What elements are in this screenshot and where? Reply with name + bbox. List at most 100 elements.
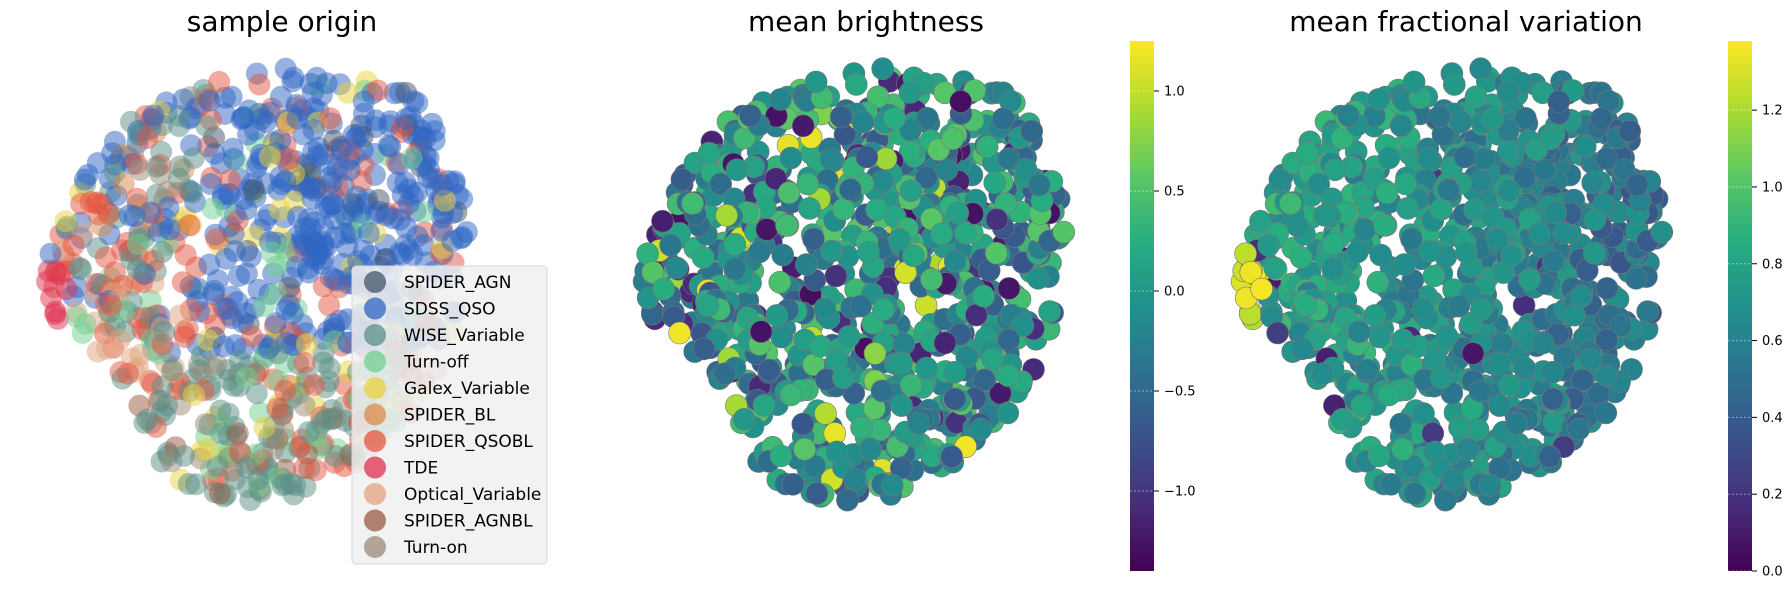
legend-label: Optical_Variable — [404, 485, 541, 505]
scatter-point — [898, 81, 922, 104]
scatter-point — [984, 241, 1008, 265]
scatter-point — [1311, 362, 1335, 386]
scatter-point — [779, 146, 803, 170]
scatter-point — [194, 413, 217, 435]
scatter-point — [824, 264, 848, 288]
scatter-point — [1461, 342, 1485, 365]
scatter-point — [212, 335, 235, 358]
scatter-point — [765, 304, 789, 327]
scatter-point — [955, 345, 979, 369]
scatter-point — [255, 111, 277, 134]
scatter-point — [242, 178, 265, 201]
colorbar-tick-label: 0.6 — [1762, 334, 1783, 349]
scatter-point — [915, 166, 938, 189]
scatter-point — [1430, 197, 1453, 221]
scatter-point — [116, 362, 139, 385]
scatter-point — [295, 333, 318, 355]
scatter-point — [1496, 140, 1520, 163]
scatter-point — [158, 218, 181, 241]
legend-label: SPIDER_AGN — [404, 273, 511, 293]
colorbar-tick-label: 0.4 — [1762, 411, 1783, 426]
scatter-point — [397, 192, 420, 215]
colorbar-tick-label: 0.2 — [1762, 488, 1783, 503]
scatter-point — [431, 174, 454, 196]
scatter-point — [1375, 181, 1399, 204]
scatter-point — [217, 402, 240, 425]
colorbar-tick-label: 0.5 — [1164, 185, 1185, 200]
scatter-point — [832, 197, 855, 221]
scatter-point — [1579, 347, 1602, 371]
scatter-point — [1377, 146, 1401, 170]
scatter-point — [1434, 488, 1457, 512]
legend-marker — [364, 324, 386, 346]
scatter-point — [796, 172, 820, 196]
scatter-point — [997, 277, 1021, 300]
scatter-point — [813, 297, 837, 321]
panel-sample-origin: sample origin SPIDER_AGN SDSS_QSO WISE_Var… — [36, 5, 548, 565]
scatter-point — [723, 257, 747, 281]
scatter-point — [357, 222, 380, 245]
scatter-point — [1528, 222, 1551, 246]
scatter-point — [1435, 325, 1459, 348]
scatter-point — [245, 382, 268, 405]
scatter-point — [1496, 81, 1520, 104]
scatter-point — [972, 284, 995, 308]
scatter-point — [697, 141, 721, 165]
scatter-point — [1389, 114, 1413, 138]
scatter-point — [118, 204, 141, 227]
scatter-point — [1518, 268, 1541, 291]
scatter-point — [1257, 233, 1280, 257]
scatter-point — [819, 147, 843, 171]
scatter-point — [755, 218, 779, 241]
scatter-point — [1453, 145, 1477, 169]
scatter-point — [1488, 351, 1511, 375]
scatter-point — [235, 366, 258, 389]
scatter-point — [1290, 337, 1314, 361]
colorbar-tick-label: 0.8 — [1762, 257, 1783, 272]
legend-frame — [351, 265, 548, 565]
scatter-point — [1368, 325, 1391, 349]
scatter-point — [1020, 119, 1043, 143]
scatter-point — [1583, 208, 1607, 231]
colorbar-mean-fractional-variation: 0.0 0.2 0.4 0.6 0.8 1.0 1.2 — [1728, 41, 1783, 580]
scatter-point — [270, 85, 292, 108]
scatter-point — [849, 294, 873, 318]
scatter-point — [1594, 401, 1618, 425]
scatter-point — [1538, 445, 1561, 468]
scatter-point — [829, 105, 853, 129]
scatter-point — [1469, 169, 1492, 193]
scatter-point — [1500, 244, 1523, 267]
scatter-point — [1513, 356, 1536, 380]
scatter-point — [837, 325, 861, 348]
scatter-point — [935, 158, 959, 182]
scatter-point — [223, 240, 246, 263]
scatter-points-mean-fractional-variation — [1230, 57, 1674, 512]
scatter-point — [228, 349, 251, 372]
scatter-point — [665, 256, 689, 280]
scatter-point — [268, 198, 291, 221]
scatter-point — [258, 146, 281, 168]
scatter-point — [195, 114, 218, 137]
scatter-point — [1422, 264, 1446, 288]
scatter-point — [173, 444, 195, 467]
scatter-point — [709, 172, 733, 196]
scatter-point — [333, 222, 356, 245]
scatter-point — [172, 88, 195, 111]
scatter-point — [262, 438, 285, 461]
scatter-point — [1609, 314, 1633, 338]
scatter-point — [1571, 368, 1594, 392]
scatter-point — [725, 158, 749, 182]
scatter-point — [183, 383, 205, 406]
colorbar-ticks: 0.0 0.2 0.4 0.6 0.8 1.0 1.2 — [1728, 104, 1783, 580]
scatter-point — [208, 70, 231, 93]
scatter-point — [1331, 407, 1354, 431]
scatter-point — [1570, 284, 1593, 308]
scatter-point — [73, 168, 96, 191]
scatter-point — [185, 473, 207, 496]
scatter-point — [1369, 243, 1392, 267]
scatter-point — [1443, 73, 1466, 96]
scatter-point — [973, 368, 996, 392]
scatter-point — [1468, 379, 1492, 403]
scatter-point — [771, 243, 795, 267]
scatter-point — [266, 397, 289, 420]
